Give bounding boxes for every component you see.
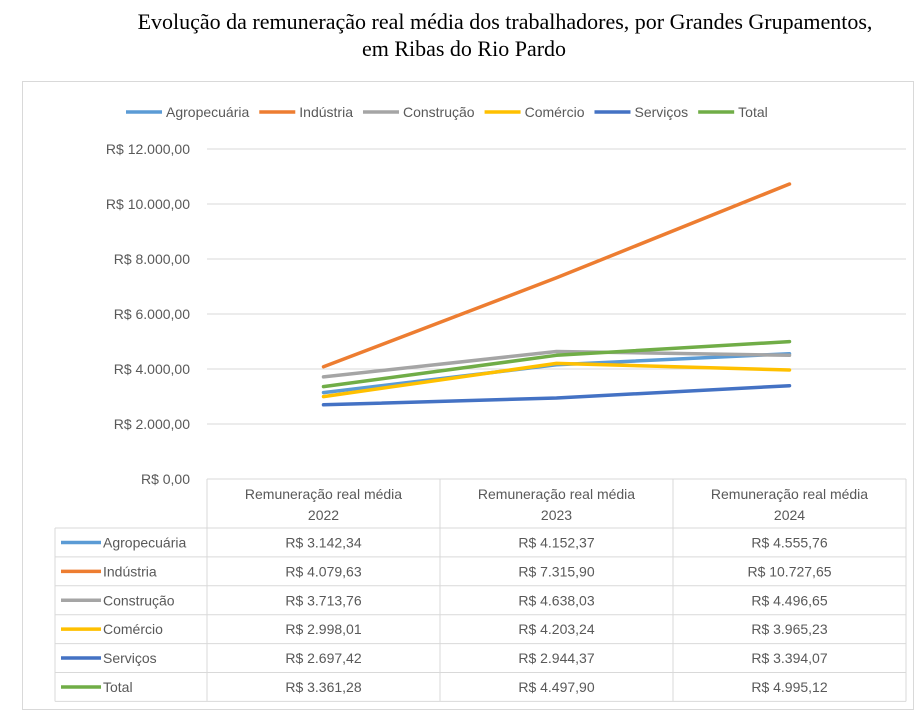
chart-title: Evolução da remuneração real média dos t…	[0, 8, 918, 62]
series-line-5	[321, 383, 792, 407]
table-value: R$ 4.203,24	[518, 621, 594, 637]
x-category-label: 2022	[308, 507, 339, 523]
chart-title-line-1: Evolução da remuneração real média dos t…	[137, 9, 873, 34]
table-series-name: Serviços	[103, 650, 157, 666]
table-value: R$ 3.713,76	[285, 592, 361, 608]
chart-title-line-2: em Ribas do Rio Pardo	[361, 36, 567, 61]
y-tick-label: R$ 4.000,00	[114, 361, 190, 377]
table-value: R$ 2.944,37	[518, 650, 594, 666]
table-value: R$ 4.995,12	[751, 679, 827, 695]
table-value: R$ 2.697,42	[285, 650, 361, 666]
x-category-label: 2024	[774, 507, 805, 523]
y-tick-label: R$ 0,00	[141, 471, 190, 487]
table-value: R$ 3.361,28	[285, 679, 361, 695]
table-series-name: Construção	[103, 592, 175, 608]
table-value: R$ 3.394,07	[751, 650, 827, 666]
x-category-label: 2023	[541, 507, 572, 523]
table-series-name: Indústria	[103, 563, 157, 579]
table-series-name: Comércio	[103, 621, 163, 637]
table-value: R$ 3.142,34	[285, 534, 361, 550]
table-value: R$ 4.555,76	[751, 534, 827, 550]
y-tick-label: R$ 10.000,00	[106, 196, 190, 212]
y-tick-label: R$ 12.000,00	[106, 141, 190, 157]
legend-label: Construção	[403, 104, 475, 120]
table-value: R$ 4.079,63	[285, 563, 361, 579]
y-tick-label: R$ 2.000,00	[114, 416, 190, 432]
x-category-label: Remuneração real média	[711, 486, 868, 502]
series-line-6	[321, 339, 792, 389]
chart-frame	[22, 81, 914, 710]
legend-label: Total	[738, 104, 768, 120]
table-value: R$ 4.496,65	[751, 592, 827, 608]
table-value: R$ 2.998,01	[285, 621, 361, 637]
table-series-name: Total	[103, 679, 133, 695]
series-line-3	[321, 349, 792, 379]
series-line-2	[321, 182, 792, 369]
series-line-4	[321, 361, 792, 399]
legend-label: Comércio	[525, 104, 585, 120]
legend-label: Serviços	[634, 104, 688, 120]
y-tick-label: R$ 8.000,00	[114, 251, 190, 267]
x-category-label: Remuneração real média	[478, 486, 635, 502]
table-value: R$ 10.727,65	[747, 563, 831, 579]
table-value: R$ 4.152,37	[518, 534, 594, 550]
y-tick-label: R$ 6.000,00	[114, 306, 190, 322]
table-value: R$ 3.965,23	[751, 621, 827, 637]
table-value: R$ 4.638,03	[518, 592, 594, 608]
table-value: R$ 7.315,90	[518, 563, 594, 579]
x-category-label: Remuneração real média	[245, 486, 402, 502]
table-series-name: Agropecuária	[103, 534, 186, 550]
table-value: R$ 4.497,90	[518, 679, 594, 695]
legend-label: Agropecuária	[166, 104, 249, 120]
legend-label: Indústria	[299, 104, 353, 120]
